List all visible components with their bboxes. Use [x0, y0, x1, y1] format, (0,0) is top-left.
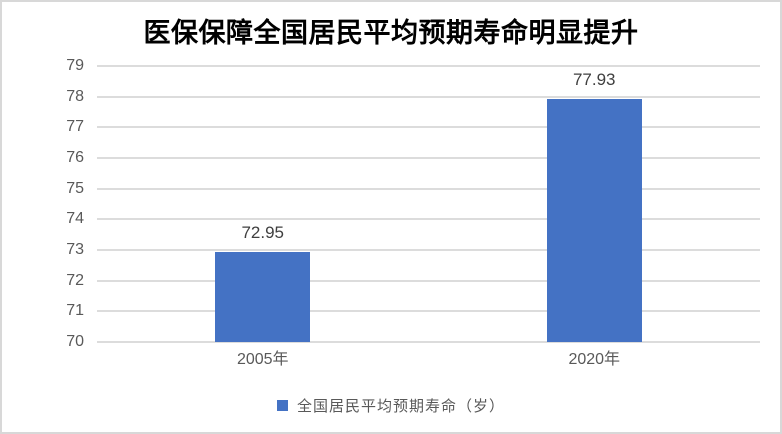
y-tick-label-76: 76 — [66, 149, 84, 166]
legend: 全国居民平均预期寿命（岁） — [2, 395, 780, 416]
y-tick-label-78: 78 — [66, 87, 84, 105]
y-tick-label-75: 75 — [66, 179, 84, 197]
y-tick-label-79: 79 — [66, 57, 84, 74]
y-tick-label-71: 71 — [66, 302, 84, 320]
gridline-72 — [97, 279, 760, 282]
gridline-79 — [97, 65, 760, 67]
gridline-78 — [97, 95, 760, 98]
gridline-76 — [97, 157, 760, 159]
gridline-75 — [97, 187, 760, 190]
bar-2005年 — [215, 251, 311, 342]
y-axis: 70 71 72 73 74 75 76 77 78 79 — [2, 58, 84, 350]
legend-swatch-icon — [276, 400, 288, 411]
plot-area: 72.95 77.93 — [97, 65, 760, 343]
y-tick-label-73: 73 — [66, 241, 84, 258]
chart-title: 医保保障全国居民平均预期寿命明显提升 — [143, 18, 639, 48]
bar-2020年 — [546, 98, 642, 342]
x-axis: 2005年 2020年 — [97, 350, 760, 372]
y-tick-label-72: 72 — [66, 271, 84, 289]
data-label-2005年: 72.95 — [241, 222, 285, 242]
legend-label: 全国居民平均预期寿命（岁） — [296, 398, 505, 415]
gridline-77 — [97, 126, 760, 129]
gridline-73 — [97, 249, 760, 251]
y-tick-label-77: 77 — [66, 118, 84, 136]
y-tick-label-74: 74 — [66, 210, 84, 228]
gridline-70 — [97, 341, 760, 343]
gridline-71 — [97, 310, 760, 313]
y-tick-label-70: 70 — [66, 333, 84, 350]
x-tick-label-2005年: 2005年 — [236, 351, 289, 368]
gridline-74 — [97, 218, 760, 221]
x-tick-label-2020年: 2020年 — [568, 351, 621, 368]
data-label-2020年: 77.93 — [572, 69, 616, 89]
